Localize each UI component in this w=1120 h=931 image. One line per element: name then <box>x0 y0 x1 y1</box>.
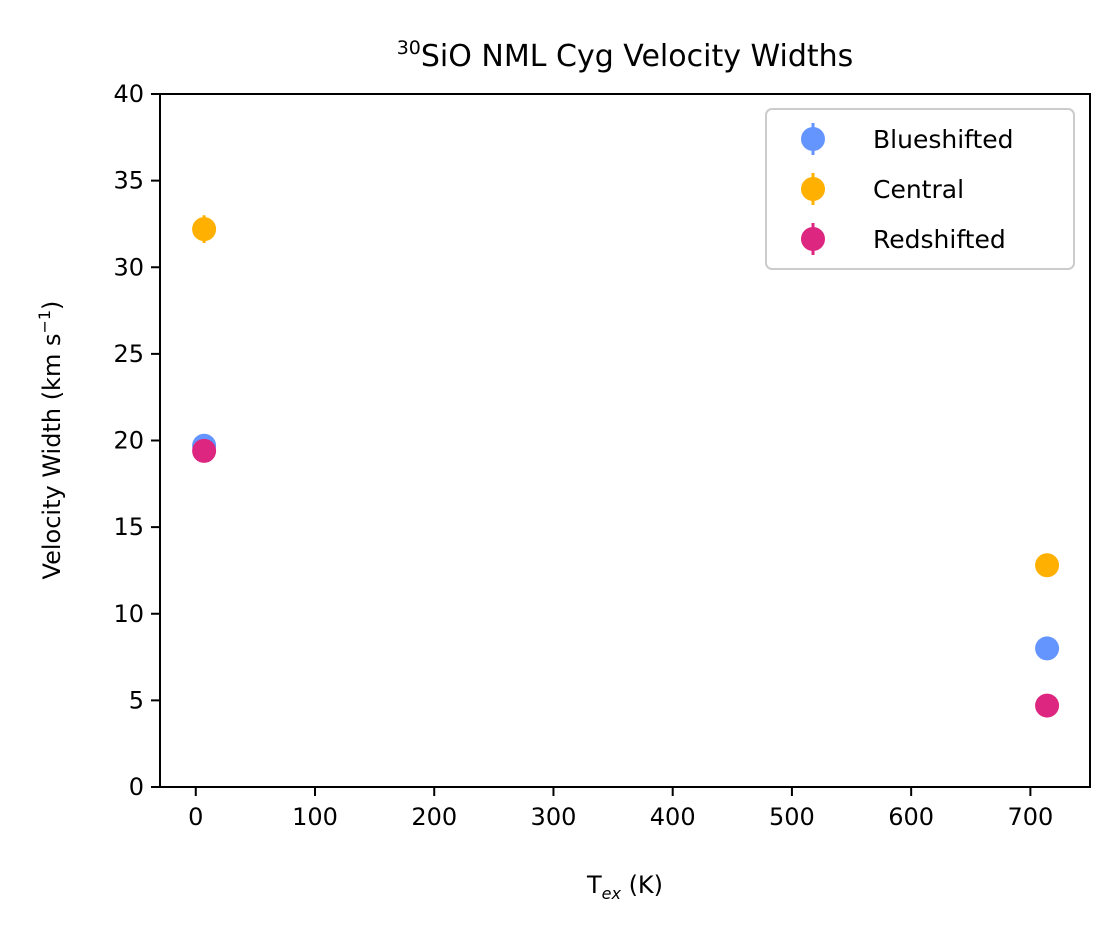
x-tick-label: 100 <box>292 803 338 831</box>
redshifted-point <box>1035 693 1060 718</box>
blueshifted-legend-marker <box>801 127 825 151</box>
blueshifted-point <box>1035 636 1060 661</box>
y-tick-label: 30 <box>113 253 144 281</box>
y-tick-label: 5 <box>129 686 144 714</box>
redshifted-legend-label: Redshifted <box>873 225 1006 254</box>
y-tick-label: 20 <box>113 427 144 455</box>
y-axis-label: Velocity Width (km s−1) <box>35 301 66 580</box>
central-point <box>1035 553 1060 578</box>
chart-title: 30SiO NML Cyg Velocity Widths <box>397 37 854 74</box>
x-tick-label: 200 <box>411 803 457 831</box>
x-label-unit: (K) <box>621 871 663 899</box>
y-axis: 0 5 10 15 20 25 30 35 40 <box>113 80 160 801</box>
data-points <box>192 215 1060 718</box>
central-legend-marker <box>801 177 825 201</box>
x-tick-label: 300 <box>531 803 577 831</box>
central-point <box>192 217 217 242</box>
x-axis: 0 100 200 300 400 500 600 700 <box>188 787 1053 831</box>
central-legend-label: Central <box>873 175 964 204</box>
x-tick-label: 400 <box>650 803 696 831</box>
y-tick-label: 0 <box>129 773 144 801</box>
redshifted-point <box>192 438 217 463</box>
x-tick-label: 0 <box>188 803 203 831</box>
legend: Blueshifted Central Redshifted <box>765 108 1075 270</box>
y-label-sup: −1 <box>35 310 54 334</box>
y-tick-label: 25 <box>113 340 144 368</box>
y-tick-label: 15 <box>113 513 144 541</box>
x-tick-label: 700 <box>1007 803 1053 831</box>
x-tick-label: 600 <box>888 803 934 831</box>
title-superscript: 30 <box>397 37 421 59</box>
y-tick-label: 40 <box>113 80 144 108</box>
title-text: SiO NML Cyg Velocity Widths <box>421 39 853 74</box>
y-label-main: Velocity Width (km s <box>38 334 66 580</box>
x-label-main: T <box>586 871 602 899</box>
y-label-close: ) <box>38 301 66 310</box>
blueshifted-legend-label: Blueshifted <box>873 125 1014 154</box>
x-label-sub: ex <box>602 884 622 903</box>
x-tick-label: 500 <box>769 803 815 831</box>
y-tick-label: 35 <box>113 167 144 195</box>
redshifted-legend-marker <box>801 227 825 251</box>
legend-box <box>765 108 1075 270</box>
y-tick-label: 10 <box>113 600 144 628</box>
x-axis-label: Tex (K) <box>586 871 663 903</box>
